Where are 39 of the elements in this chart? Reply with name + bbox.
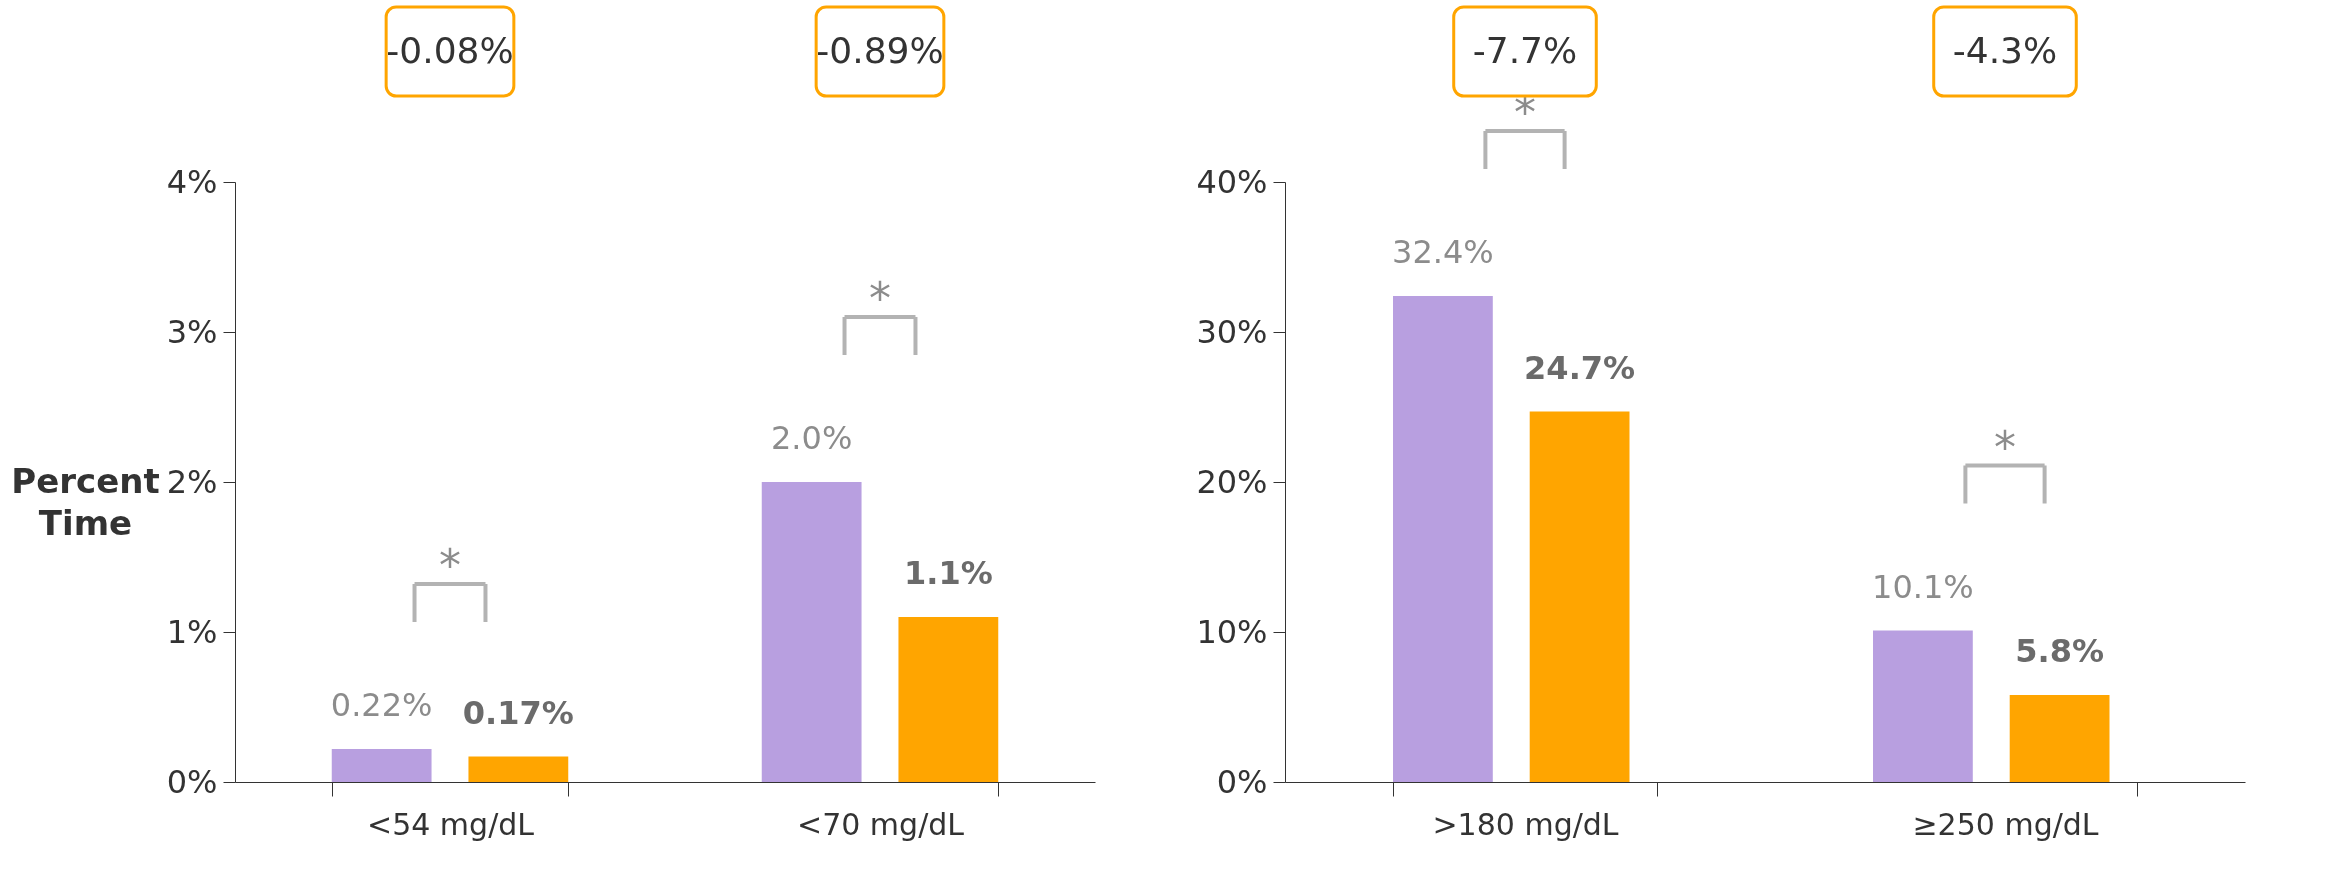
y-tick-label: 20% <box>1196 462 1268 501</box>
data-label: 0.22% <box>330 686 433 724</box>
bar <box>331 749 432 782</box>
bar <box>1873 630 1973 782</box>
y-tick-label: 0% <box>166 762 218 801</box>
x-tick-label: <54 mg/dL <box>367 806 535 842</box>
annotation: * <box>439 540 461 591</box>
data-label: 24.7% <box>1524 348 1636 387</box>
y-tick-label: 40% <box>1196 162 1268 201</box>
bar <box>898 617 999 782</box>
bar <box>1529 411 1630 782</box>
y-axis-title: Percent Time <box>11 460 160 543</box>
text: -0.89% <box>816 30 944 71</box>
data-label: 32.4% <box>1392 233 1494 271</box>
x-tick-label: <70 mg/dL <box>797 806 965 842</box>
y-tick-label: 4% <box>166 162 218 201</box>
x-tick-label: ≥250 mg/dL <box>1912 806 2099 842</box>
text: * <box>1514 87 1536 138</box>
bar <box>1393 296 1493 782</box>
data-label: 0.17% <box>462 693 574 732</box>
text: -4.3% <box>1952 30 2058 71</box>
y-tick-label: 30% <box>1196 312 1268 351</box>
annotation: * <box>869 273 891 324</box>
text: -0.08% <box>386 30 514 71</box>
annotation: * <box>1994 421 2016 473</box>
bar <box>468 756 569 782</box>
text: -7.7% <box>1472 30 1578 71</box>
y-tick-label: 1% <box>166 612 218 651</box>
data-label: 5.8% <box>2015 632 2104 670</box>
data-label: 10.1% <box>1872 567 1974 606</box>
data-label: 1.1% <box>903 554 993 592</box>
x-tick-label: >180 mg/dL <box>1432 806 1619 842</box>
y-tick-label: 2% <box>166 462 218 501</box>
y-tick-label: 10% <box>1196 612 1268 651</box>
data-label: 2.0% <box>771 419 853 457</box>
bar <box>761 482 862 782</box>
y-tick-label: 3% <box>166 312 218 351</box>
y-tick-label: 0% <box>1216 762 1268 801</box>
bar <box>2009 695 2110 782</box>
